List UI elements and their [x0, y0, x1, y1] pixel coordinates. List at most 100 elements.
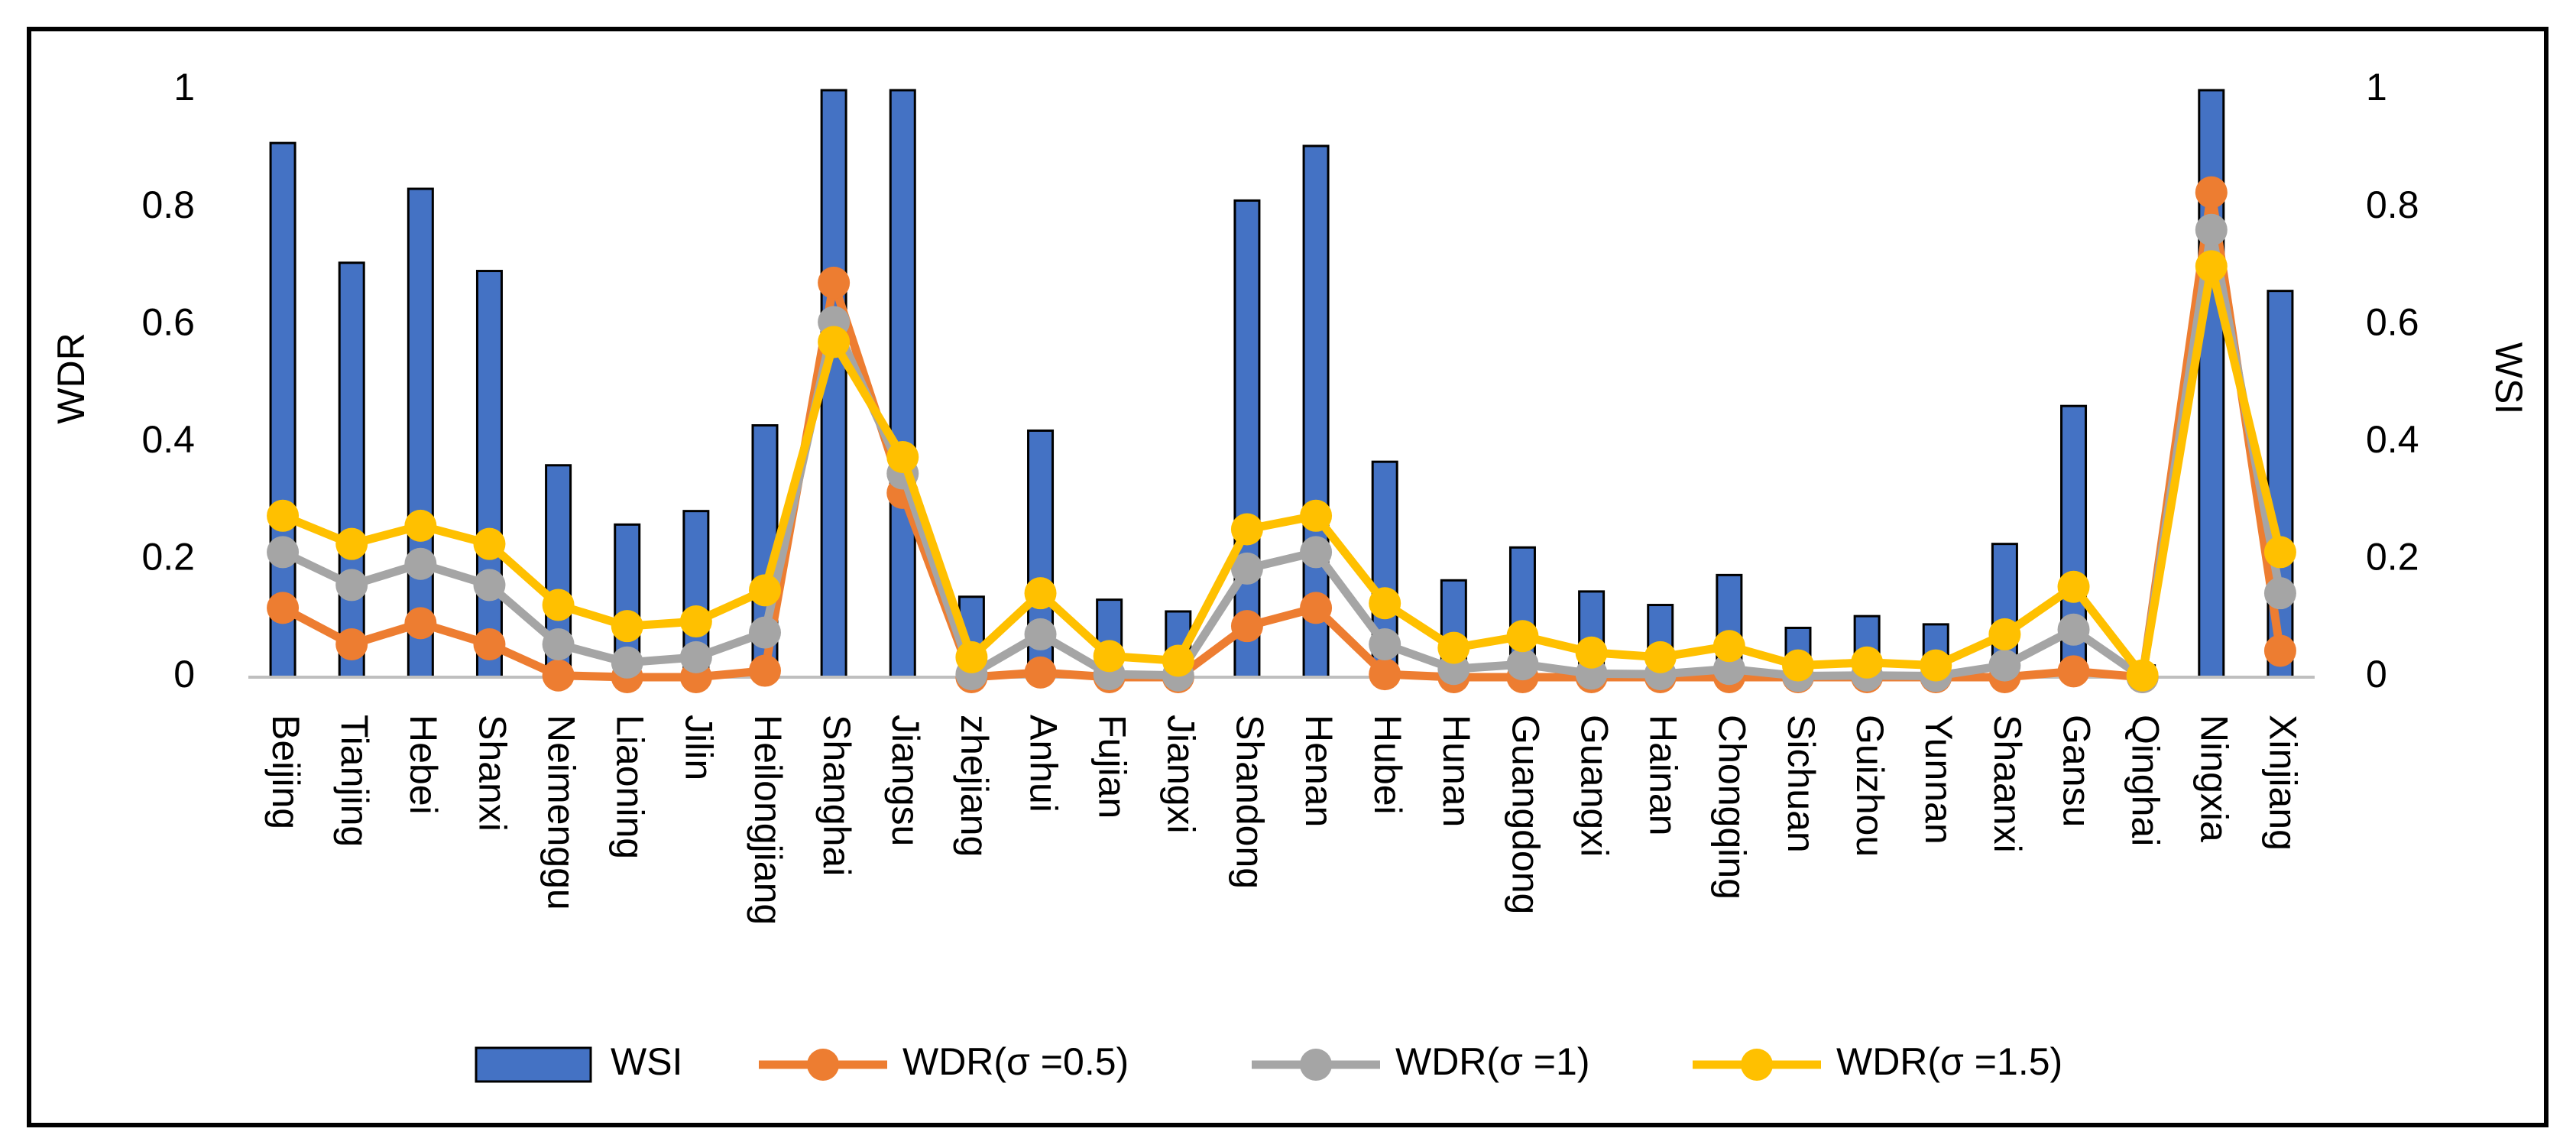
x-tick-label: Shaanxi: [1986, 715, 2029, 853]
y2-tick-label: 0.8: [2366, 183, 2419, 226]
y2-tick-label: 0: [2366, 653, 2387, 696]
marker: [1437, 631, 1470, 664]
y2-tick-label: 1: [2366, 66, 2387, 109]
y-tick-label: 0.4: [141, 418, 195, 461]
marker: [818, 326, 851, 358]
marker: [1093, 640, 1126, 673]
marker: [1024, 656, 1057, 689]
x-tick-label: Hunan: [1435, 715, 1478, 827]
marker: [679, 640, 712, 673]
y-tick-label: 0: [173, 653, 195, 696]
marker: [2263, 634, 2296, 667]
y2-tick-label: 0.4: [2366, 418, 2419, 461]
marker: [267, 499, 300, 532]
x-tick-label: Yunnan: [1917, 715, 1960, 845]
y-tick-label: 0.6: [141, 300, 195, 343]
marker: [2057, 613, 2090, 646]
marker: [542, 628, 575, 660]
x-tick-label: Chongqing: [1711, 715, 1754, 900]
marker: [404, 607, 437, 640]
marker: [335, 569, 368, 602]
x-tick-label: Gansu: [2055, 715, 2098, 827]
x-tick-label: Shandong: [1229, 715, 1272, 889]
marker: [473, 628, 506, 660]
y2-tick-label: 0.6: [2366, 300, 2419, 343]
marker: [2263, 536, 2296, 569]
legend-swatch: [475, 1046, 592, 1083]
marker: [2057, 570, 2090, 603]
x-tick-label: Jilin: [678, 715, 721, 780]
marker: [335, 527, 368, 560]
marker: [1988, 618, 2021, 650]
bar: [889, 89, 916, 679]
bar: [1302, 144, 1330, 679]
legend-label: WSI: [611, 1040, 682, 1083]
marker: [473, 569, 506, 602]
marker: [473, 527, 506, 560]
marker: [1506, 648, 1539, 681]
y-tick-label: 0.2: [141, 536, 195, 579]
x-tick-label: Guangdong: [1504, 715, 1547, 914]
marker: [1712, 653, 1745, 686]
marker: [1300, 592, 1333, 624]
x-tick-label: Guangxi: [1573, 715, 1615, 857]
marker: [542, 589, 575, 621]
marker: [1230, 610, 1263, 643]
x-tick-label: Sichuan: [1780, 715, 1823, 853]
y2-axis-title: WSI: [2487, 342, 2530, 414]
bar: [1233, 199, 1261, 679]
x-tick-label: Ningxia: [2193, 715, 2236, 842]
marker: [818, 266, 851, 299]
legend-marker: [1300, 1049, 1332, 1081]
bar: [475, 270, 503, 679]
marker: [1575, 636, 1608, 669]
x-tick-label: Shanghai: [815, 715, 858, 876]
x-tick-label: Beijing: [264, 715, 307, 829]
marker: [749, 654, 781, 687]
marker: [1300, 499, 1333, 532]
x-tick-label: Hubei: [1366, 715, 1409, 815]
x-tick-label: Liaoning: [609, 715, 652, 859]
legend-label: WDR(σ =1.5): [1836, 1040, 2062, 1083]
x-tick-label: Neimenggu: [540, 715, 582, 910]
x-tick-label: Guizhou: [1849, 715, 1891, 857]
marker: [404, 509, 437, 542]
marker: [2195, 250, 2228, 283]
marker: [542, 659, 575, 692]
marker: [1988, 649, 2021, 682]
x-tick-label: Heilongjiang: [747, 715, 789, 925]
marker: [1230, 513, 1263, 546]
frame: [27, 27, 2548, 1127]
y-tick-label: 0.8: [141, 183, 195, 226]
marker: [1369, 587, 1401, 620]
x-tick-label: Xinjiang: [2262, 715, 2305, 851]
legend-label: WDR(σ =1): [1395, 1040, 1589, 1083]
marker: [749, 574, 781, 607]
marker: [2057, 655, 2090, 688]
x-tick-label: Jiangxi: [1160, 715, 1203, 834]
x-tick-label: Fujian: [1090, 715, 1133, 819]
x-tick-label: Jiangsu: [884, 715, 927, 846]
marker: [335, 628, 368, 660]
bar: [407, 187, 434, 679]
marker: [611, 610, 643, 643]
bar: [338, 261, 365, 679]
marker: [1782, 649, 1814, 682]
legend-marker: [1741, 1049, 1773, 1081]
marker: [679, 605, 712, 638]
marker: [2195, 176, 2228, 209]
marker: [267, 592, 300, 624]
marker: [749, 616, 781, 649]
x-tick-label: Hainan: [1642, 715, 1685, 835]
marker: [1024, 577, 1057, 610]
marker: [1920, 649, 1952, 682]
x-tick-label: zhejiang: [953, 715, 996, 857]
marker: [1506, 620, 1539, 653]
marker: [1230, 552, 1263, 585]
x-tick-label: Anhui: [1022, 715, 1064, 812]
marker: [404, 547, 437, 580]
marker: [1369, 658, 1401, 691]
marker: [1644, 640, 1677, 673]
